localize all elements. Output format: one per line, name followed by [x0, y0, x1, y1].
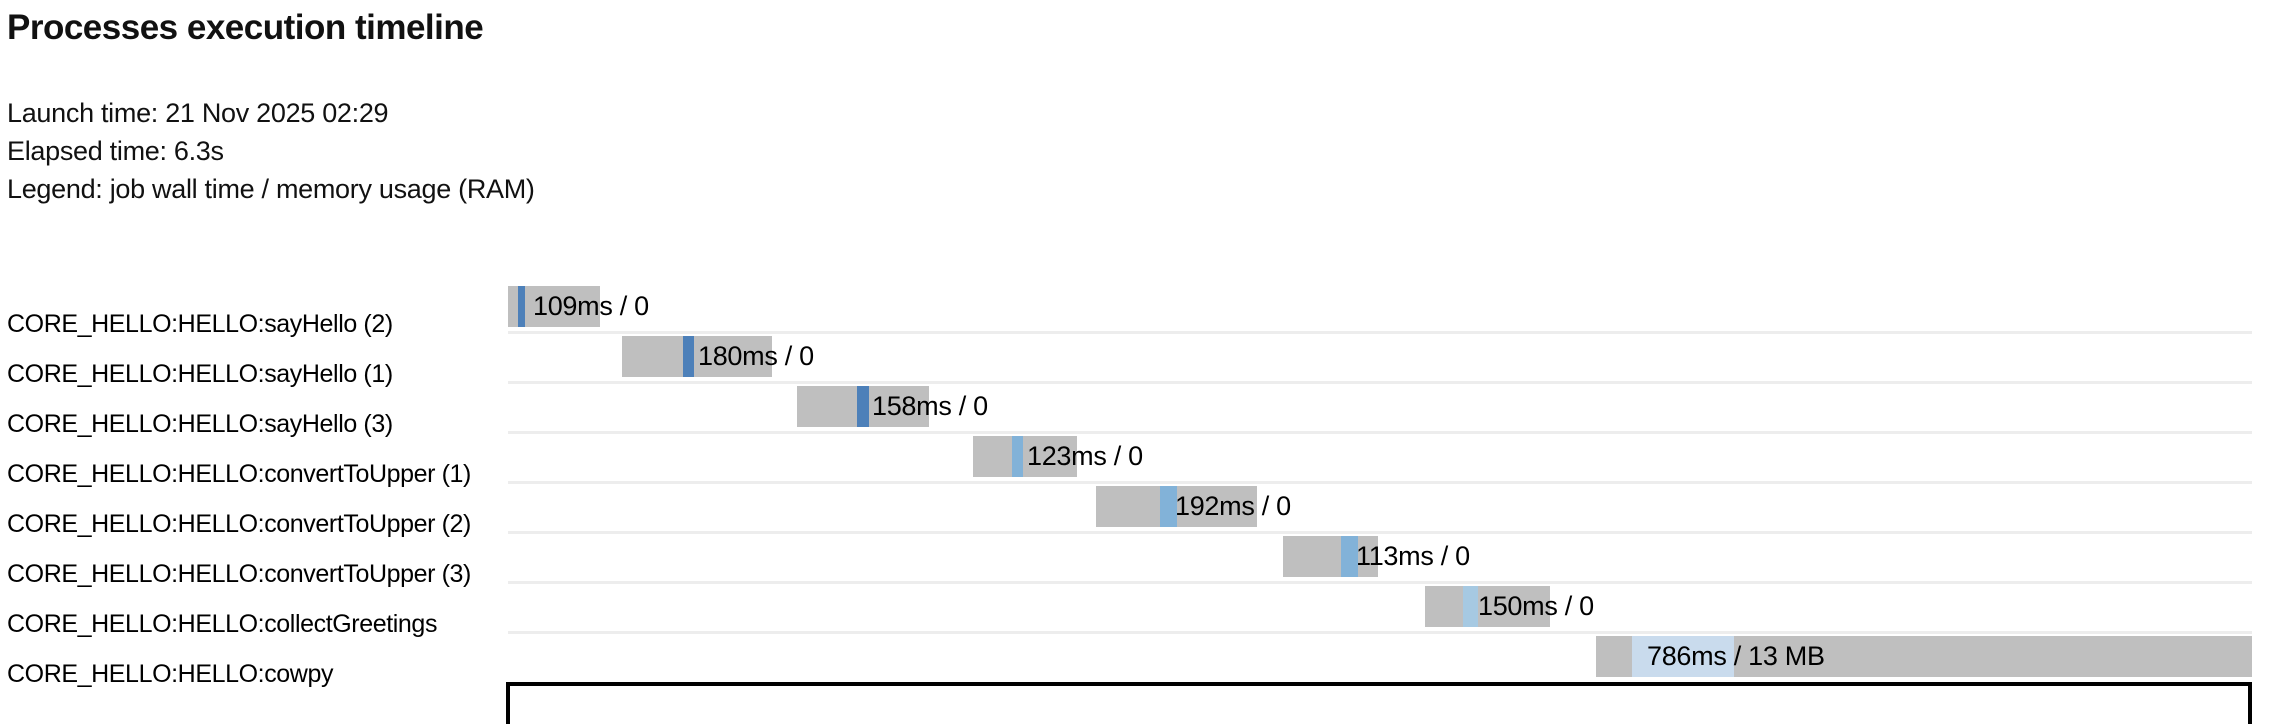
task-bar-label: 158ms / 0	[872, 391, 988, 421]
bottom-section-box	[506, 682, 2252, 724]
report-meta: Launch time: 21 Nov 2025 02:29 Elapsed t…	[7, 94, 535, 208]
task-bar	[1425, 586, 1550, 627]
row-separator	[508, 431, 2252, 434]
task-bar-label: 192ms / 0	[1175, 491, 1291, 521]
task-bar-label: 109ms / 0	[533, 291, 649, 321]
process-label: CORE_HELLO:HELLO:cowpy	[7, 660, 334, 688]
page-title: Processes execution timeline	[7, 8, 484, 47]
process-label: CORE_HELLO:HELLO:sayHello (2)	[7, 310, 393, 338]
task-run-segment	[1463, 586, 1478, 627]
task-run-segment	[1012, 436, 1023, 477]
task-run-segment	[683, 336, 694, 377]
task-run-segment	[1341, 536, 1358, 577]
row-separator	[508, 331, 2252, 334]
process-label: CORE_HELLO:HELLO:collectGreetings	[7, 610, 438, 638]
task-bar	[973, 436, 1077, 477]
process-label: CORE_HELLO:HELLO:convertToUpper (1)	[7, 460, 471, 488]
row-separator	[508, 531, 2252, 534]
elapsed-time-text: Elapsed time: 6.3s	[7, 136, 224, 166]
task-run-segment	[857, 386, 869, 427]
row-separator	[508, 631, 2252, 634]
task-run-segment	[1632, 636, 1734, 677]
task-bar-label: 123ms / 0	[1027, 441, 1143, 471]
task-bar-label: 786ms / 13 MB	[1647, 641, 1825, 671]
task-run-segment	[518, 286, 525, 327]
row-separator	[508, 581, 2252, 584]
task-bar-label: 180ms / 0	[698, 341, 814, 371]
task-bar-label: 113ms / 0	[1356, 541, 1470, 571]
process-label: CORE_HELLO:HELLO:sayHello (1)	[7, 360, 393, 388]
legend-text: Legend: job wall time / memory usage (RA…	[7, 174, 535, 204]
task-bar	[622, 336, 772, 377]
launch-time-text: Launch time: 21 Nov 2025 02:29	[7, 98, 389, 128]
row-separator	[508, 381, 2252, 384]
task-bar	[1283, 536, 1378, 577]
row-separator	[508, 481, 2252, 484]
task-run-segment	[1160, 486, 1177, 527]
process-label: CORE_HELLO:HELLO:convertToUpper (2)	[7, 510, 471, 538]
process-label: CORE_HELLO:HELLO:sayHello (3)	[7, 410, 393, 438]
task-bar-label: 150ms / 0	[1478, 591, 1594, 621]
process-label: CORE_HELLO:HELLO:convertToUpper (3)	[7, 560, 471, 588]
